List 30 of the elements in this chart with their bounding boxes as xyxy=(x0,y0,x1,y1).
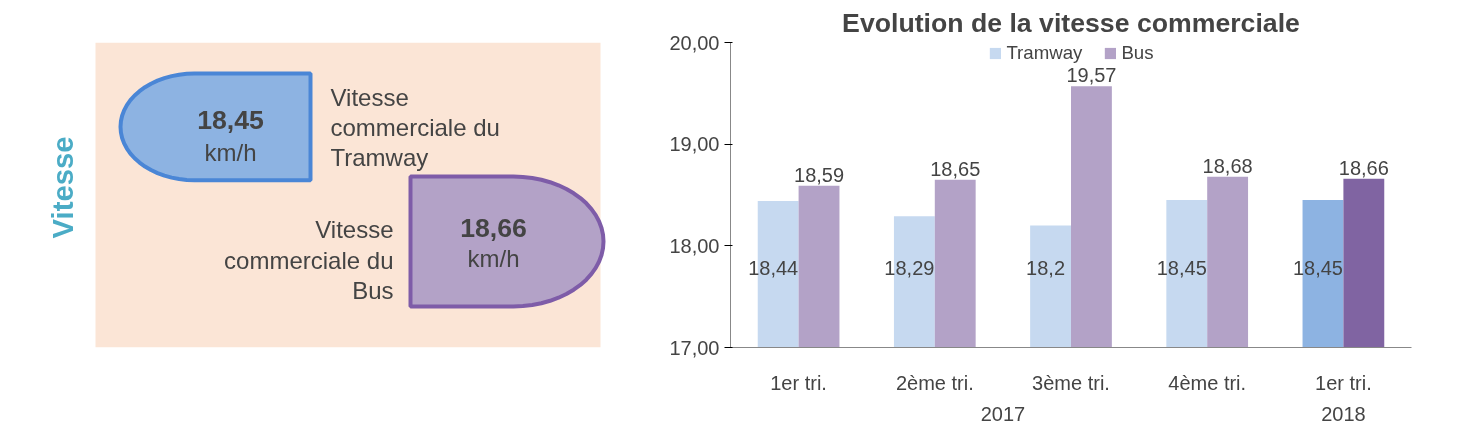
data-label: 18,65 xyxy=(930,157,981,180)
text: 2018 xyxy=(1321,402,1366,423)
chart-title: Evolution de la vitesse commerciale xyxy=(842,7,1300,38)
text: Vitesse commerciale du Tramway xyxy=(330,83,500,172)
y-tick-label: 20,00 xyxy=(669,31,720,54)
y-tick-label: 17,00 xyxy=(669,336,720,359)
y-tick-label: 19,00 xyxy=(669,133,720,156)
data-label: 18,2 xyxy=(1026,257,1066,280)
data-label: 18,66 xyxy=(1338,156,1389,179)
legend-label: Tramway xyxy=(1006,42,1083,64)
legend-label: Bus xyxy=(1121,42,1154,64)
data-label: 18,29 xyxy=(884,257,935,280)
text: km/h xyxy=(467,244,520,272)
data-label: 18,59 xyxy=(794,163,845,186)
data-label: 18,44 xyxy=(748,257,799,280)
data-label: 18,68 xyxy=(1202,154,1253,177)
text: km/h xyxy=(204,139,257,167)
x-tick-label: 1er tri. xyxy=(770,371,827,394)
data-label: 18,45 xyxy=(1156,257,1207,280)
x-tick-label: 2ème tri. xyxy=(895,371,974,394)
x-tick-label: 1er tri. xyxy=(1315,371,1372,394)
x-tick-label: 3ème tri. xyxy=(1032,371,1110,394)
text: Vitesse commerciale du Bus xyxy=(224,216,394,305)
text: 2017 xyxy=(980,402,1026,423)
x-tick-label: 4ème tri. xyxy=(1168,371,1247,394)
text: Vitesse xyxy=(46,136,79,239)
y-tick-label: 18,00 xyxy=(669,234,720,257)
data-label: 19,57 xyxy=(1066,64,1117,87)
text: 18,66 xyxy=(460,212,527,243)
text: 18,45 xyxy=(197,104,265,135)
